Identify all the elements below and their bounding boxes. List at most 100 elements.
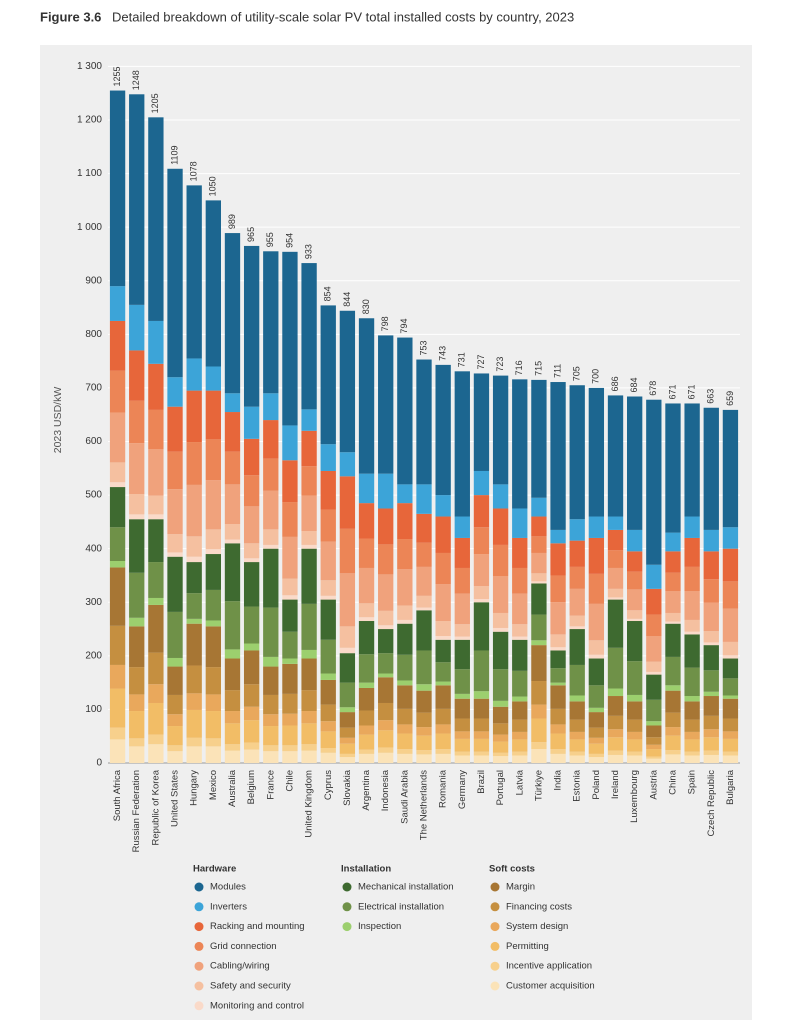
- bar-segment: [569, 519, 585, 541]
- bar-segment: [473, 554, 490, 587]
- bar-segment: [665, 735, 681, 751]
- bar-segment: [588, 516, 605, 538]
- bar-segment: [167, 534, 183, 553]
- bar-segment: [167, 406, 183, 452]
- bar-segment: [684, 631, 700, 635]
- bar-segment: [301, 723, 317, 745]
- bar-segment: [588, 712, 605, 728]
- bar-segment: [397, 749, 413, 754]
- bar-segment: [243, 562, 260, 607]
- bar-segment: [588, 654, 605, 659]
- total-label: 933: [303, 244, 313, 259]
- bar-segment: [684, 731, 700, 740]
- bar-segment: [588, 707, 605, 713]
- bar-segment: [665, 656, 681, 686]
- legend-heading: Installation: [341, 864, 391, 875]
- bar-segment: [282, 460, 298, 503]
- bar-segment: [531, 749, 547, 763]
- bar-segment: [416, 513, 432, 543]
- x-tick-label: Ireland: [610, 770, 621, 799]
- bar-segment: [301, 658, 317, 691]
- bar-segment: [186, 562, 202, 594]
- bar-segment: [684, 755, 700, 763]
- x-tick-label: Indonesia: [380, 769, 391, 811]
- bar-segment: [378, 335, 394, 474]
- bar-segment: [569, 626, 585, 630]
- bar-segment: [320, 673, 336, 680]
- bar-segment: [550, 708, 566, 725]
- bar-segment: [320, 595, 336, 600]
- total-label: 671: [667, 384, 677, 399]
- bar-segment: [627, 529, 643, 552]
- bar-segment: [339, 653, 356, 683]
- legend-label: Racking and mounting: [210, 921, 305, 932]
- bar-segment: [224, 723, 241, 745]
- total-label: 1248: [131, 70, 141, 90]
- bar-segment: [665, 612, 681, 622]
- x-tick-label: India: [553, 769, 564, 790]
- bar-segment: [205, 626, 221, 668]
- bar-segment: [205, 746, 221, 763]
- bar-segment: [358, 749, 375, 754]
- bar-segment: [129, 711, 145, 739]
- legend-label: Incentive application: [506, 961, 592, 972]
- bar-segment: [378, 653, 394, 674]
- y-tick-label: 900: [85, 275, 102, 286]
- bar-segment: [531, 718, 547, 743]
- bar-segment: [684, 634, 700, 668]
- bar-segment: [512, 508, 528, 538]
- bar-segment: [167, 666, 183, 695]
- bar-segment: [435, 364, 451, 496]
- bar-segment: [243, 643, 260, 651]
- bar-segment: [109, 482, 126, 488]
- bar-segment: [435, 621, 451, 637]
- bar-segment: [512, 379, 528, 509]
- bar-segment: [282, 251, 298, 426]
- bar-segment: [301, 530, 317, 545]
- bar-segment: [282, 663, 298, 694]
- bar-segment: [301, 548, 317, 604]
- bar-segment: [684, 403, 700, 517]
- bar-segment: [301, 711, 317, 724]
- bar-segment: [243, 406, 260, 439]
- bar-segment: [569, 739, 585, 752]
- legend-label: System design: [506, 921, 568, 932]
- bar-segment: [224, 750, 241, 763]
- bar-segment: [492, 734, 509, 742]
- bar-segment: [224, 543, 241, 602]
- bar-segment: [243, 684, 260, 707]
- bar-segment: [129, 626, 145, 668]
- bar-segment: [397, 654, 413, 681]
- bar-segment: [397, 685, 413, 709]
- bar-segment: [550, 529, 566, 544]
- bar-segment: [167, 552, 183, 557]
- x-tick-label: France: [265, 770, 276, 800]
- bar-segment: [435, 584, 451, 622]
- bar-segment: [627, 618, 643, 622]
- legend-label: Margin: [506, 882, 535, 893]
- bar-segment: [531, 681, 547, 705]
- bar-segment: [416, 650, 432, 685]
- bar-segment: [627, 551, 643, 572]
- bar-segment: [339, 452, 356, 477]
- x-tick-label: Portugal: [495, 770, 506, 805]
- bar-segment: [607, 647, 624, 689]
- x-tick-label: Republic of Korea: [150, 769, 161, 845]
- bar-segment: [473, 718, 490, 732]
- legend-swatch: [194, 902, 204, 912]
- x-tick-label: Cyprus: [323, 770, 334, 800]
- bar-segment: [492, 706, 509, 724]
- bar-segment: [512, 719, 528, 732]
- bar-segment: [684, 696, 700, 702]
- bar-segment: [358, 654, 375, 683]
- total-label: 965: [246, 227, 256, 242]
- bar-segment: [186, 746, 202, 763]
- bar-segment: [416, 735, 432, 751]
- bar-segment: [109, 320, 126, 371]
- total-label: 723: [495, 357, 505, 372]
- bar-segment: [263, 745, 279, 752]
- bar-segment: [301, 544, 317, 549]
- bar-segment: [358, 603, 375, 618]
- bar-segment: [109, 487, 126, 528]
- bar-segment: [473, 373, 490, 471]
